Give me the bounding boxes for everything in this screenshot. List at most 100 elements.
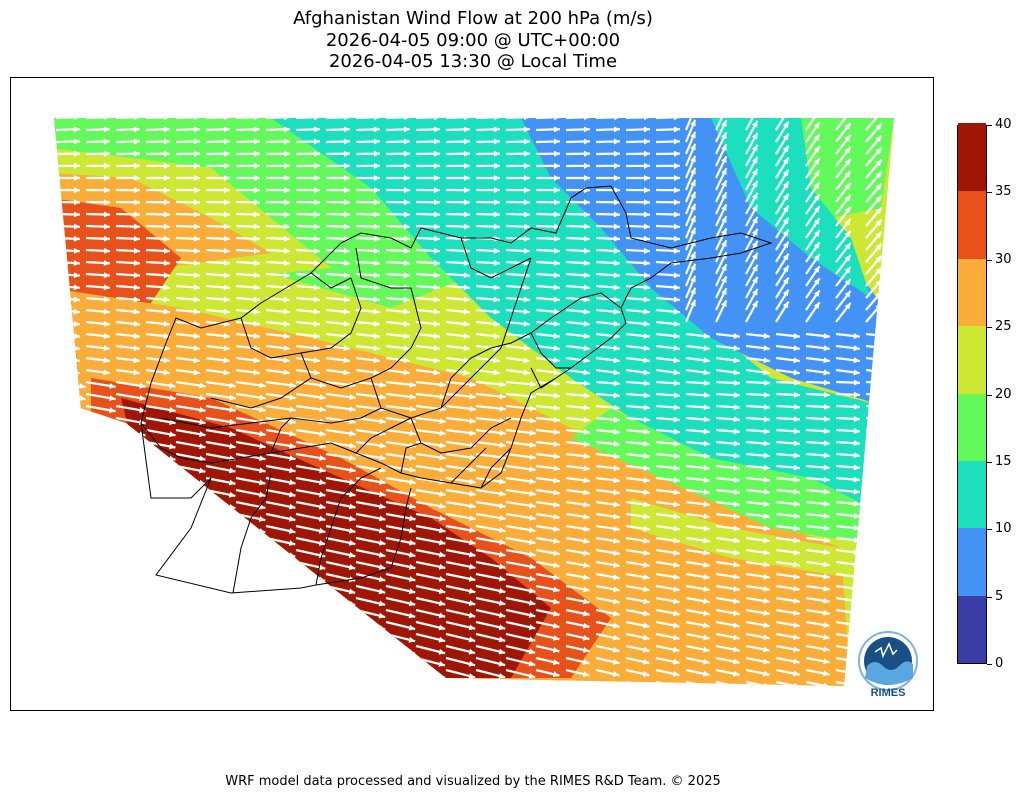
wind-arrow-head <box>168 686 175 692</box>
wind-arrow-head <box>673 296 680 303</box>
wind-arrow-head <box>229 418 236 425</box>
wind-arrow-head <box>674 175 680 181</box>
wind-arrow-head <box>289 455 296 462</box>
wind-arrow-head <box>289 382 296 389</box>
wind-arrow-head <box>673 573 680 580</box>
wind-arrow <box>896 610 920 613</box>
wind-arrow-head <box>349 454 356 461</box>
wind-arrow-head <box>853 573 860 580</box>
wind-arrow-head <box>553 369 560 376</box>
wind-arrow <box>55 368 80 375</box>
wind-arrow-head <box>813 170 820 177</box>
wind-arrow-head <box>813 206 820 213</box>
wind-arrow-head <box>373 138 380 145</box>
wind-arrow-head <box>703 452 710 459</box>
wind-arrow-head <box>403 223 410 230</box>
wind-arrow-head <box>319 467 326 474</box>
wind-arrow-head <box>493 247 500 254</box>
wind-arrow-head <box>198 625 205 632</box>
wind-arrow <box>265 644 296 656</box>
wind-arrow-head <box>163 235 170 242</box>
wind-arrow-head <box>582 659 590 665</box>
wind-arrow-head <box>139 394 146 401</box>
wind-arrow-head <box>348 588 356 595</box>
wind-arrow-head <box>906 245 912 251</box>
wind-arrow-head <box>613 284 620 291</box>
colorbar-segment <box>958 527 986 596</box>
wind-arrow-head <box>288 600 296 607</box>
wind-arrow-head <box>721 156 727 164</box>
wind-arrow-head <box>613 345 620 352</box>
wind-arrow-head <box>223 332 230 339</box>
wind-arrow-head <box>169 406 176 413</box>
wind-arrow <box>865 392 891 396</box>
wind-arrow-head <box>553 272 560 279</box>
wind-arrow-head <box>763 658 770 665</box>
wind-arrow-head <box>199 431 206 438</box>
wind-arrow-head <box>782 265 789 273</box>
wind-arrow-head <box>193 211 200 218</box>
wind-arrow-head <box>469 490 476 497</box>
wind-arrow-head <box>823 609 830 616</box>
wind-arrow-head <box>844 242 851 250</box>
wind-arrow-head <box>103 126 110 133</box>
wind-arrow-head <box>875 267 882 275</box>
wind-arrow-head <box>583 260 590 267</box>
wind-arrow-head <box>108 650 115 656</box>
wind-arrow-head <box>493 118 500 121</box>
wind-arrow-head <box>168 674 175 681</box>
wind-arrow-head <box>133 118 140 121</box>
wind-arrow <box>896 346 920 349</box>
wind-arrow-head <box>733 332 740 339</box>
wind-arrow-head <box>499 393 506 400</box>
wind-arrow-head <box>552 659 560 666</box>
wind-arrow-head <box>493 199 500 206</box>
wind-arrow-head <box>823 634 830 640</box>
wind-arrow-head <box>913 597 919 603</box>
wind-arrow-head <box>348 661 355 668</box>
wind-arrow-head <box>73 296 80 303</box>
wind-arrow-head <box>193 260 200 267</box>
wind-arrow <box>295 644 326 655</box>
wind-arrow <box>325 632 356 643</box>
wind-arrow-head <box>163 126 170 133</box>
wind-arrow-head <box>763 379 770 386</box>
wind-arrow-head <box>643 162 650 169</box>
wind-arrow-head <box>379 393 386 400</box>
wind-arrow-head <box>439 393 446 400</box>
wind-arrow-head <box>288 625 296 632</box>
wind-arrow-head <box>583 574 590 581</box>
wind-arrow <box>115 644 146 656</box>
wind-arrow-head <box>793 476 800 483</box>
wind-arrow-head <box>613 272 620 279</box>
wind-arrow-head <box>883 379 890 386</box>
wind-arrow-head <box>168 540 176 547</box>
wind-arrow-head <box>763 670 770 677</box>
wind-arrow-head <box>289 430 296 437</box>
wind-arrow-head <box>553 501 560 508</box>
wind-arrow-head <box>493 162 500 169</box>
wind-arrow <box>55 356 80 363</box>
wind-arrow-head <box>853 609 860 616</box>
wind-arrow-head <box>553 284 560 291</box>
wind-arrow-head <box>379 418 386 425</box>
wind-arrow-head <box>751 168 758 176</box>
wind-arrow <box>684 118 697 119</box>
wind-arrow-head <box>109 419 116 426</box>
wind-arrow-head <box>433 150 440 157</box>
wind-arrow-head <box>253 211 260 218</box>
wind-arrow-head <box>673 260 680 267</box>
wind-arrow-head <box>763 513 770 520</box>
wind-arrow-head <box>844 134 851 142</box>
wind-arrow-head <box>78 613 85 620</box>
wind-arrow-head <box>499 502 506 509</box>
wind-arrow-head <box>73 332 80 339</box>
wind-arrow <box>355 632 386 643</box>
map-title: Afghanistan Wind Flow at 200 hPa (m/s) <box>293 8 653 29</box>
wind-arrow-head <box>883 609 890 616</box>
wind-arrow-head <box>914 549 920 555</box>
wind-arrow-head <box>438 575 446 582</box>
wind-arrow-head <box>138 589 145 596</box>
wind-arrow-head <box>463 199 470 206</box>
wind-arrow-head <box>523 308 530 315</box>
